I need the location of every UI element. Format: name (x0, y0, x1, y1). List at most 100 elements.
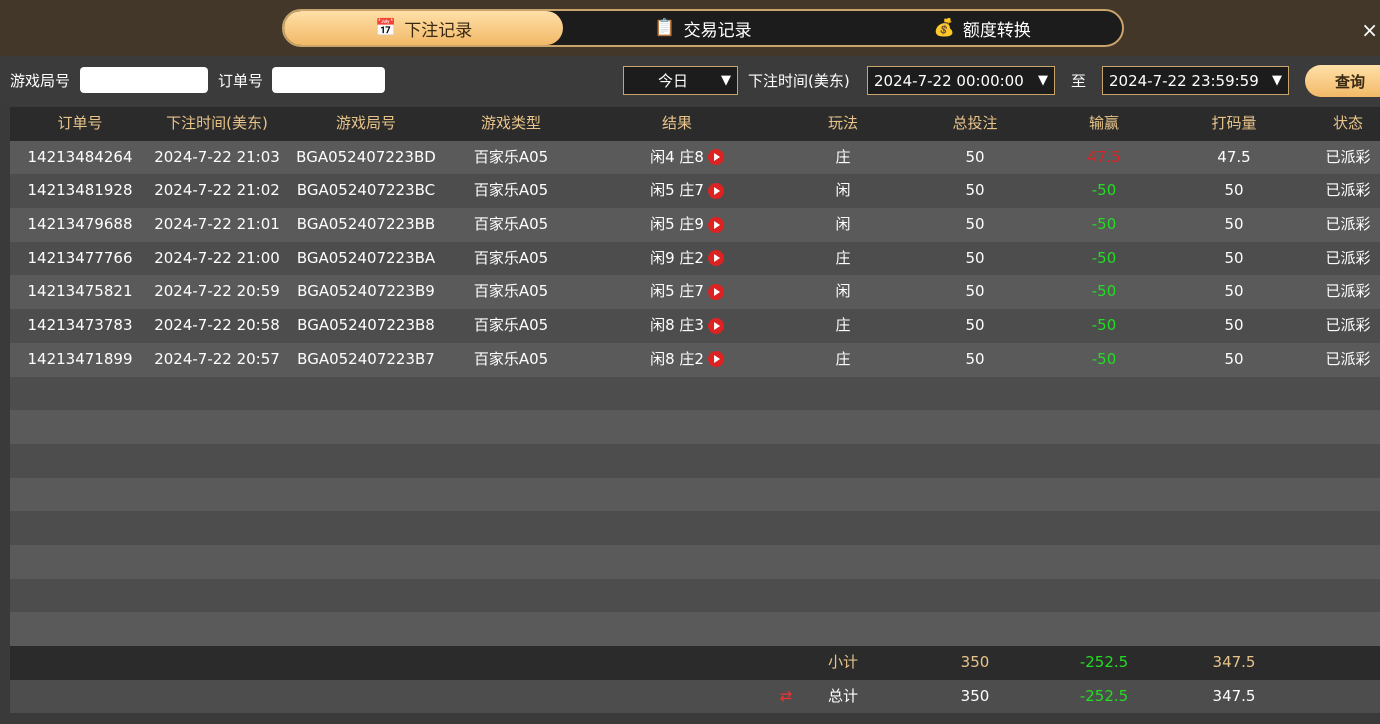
turnover-cell: 50 (1224, 215, 1244, 234)
game-no-input[interactable] (80, 67, 208, 93)
top-bar: 📅 下注记录 📋 交易记录 💰 额度转换 × (0, 0, 1380, 56)
table-header: 订单号 下注时间(美东) 游戏局号 游戏类型 结果 玩法 总投注 输赢 打码量 状态 (10, 107, 1380, 141)
table-row: 14213481928 2024-7-22 21:02 BGA052407223BC… (10, 174, 1380, 209)
play-replay-icon[interactable] (707, 182, 724, 199)
close-icon[interactable]: × (1361, 18, 1378, 42)
bet-time-cell: 2024-7-22 21:00 (154, 248, 280, 267)
table-row: 14213473783 2024-7-22 20:58 BGA052407223B8… (10, 309, 1380, 343)
bet-time-cell: 2024-7-22 20:59 (154, 282, 280, 301)
empty-row (10, 578, 1380, 613)
win-loss-cell: 输赢 (1088, 114, 1120, 132)
game-no-cell: BGA052407223B8 (297, 316, 435, 335)
play-replay-icon[interactable] (707, 250, 724, 267)
result-text: 闲8 庄3 (650, 316, 704, 335)
order-no-cell: 14213473783 (27, 316, 133, 335)
win-loss-cell: -50 (1091, 316, 1117, 335)
play-cell: 庄 (835, 316, 851, 335)
total-bet-cell: 50 (965, 215, 985, 234)
query-button[interactable]: 查询 (1305, 65, 1380, 97)
result-cell: 结果 (661, 114, 693, 132)
play-replay-icon[interactable] (707, 317, 724, 334)
win-loss-cell: -50 (1091, 215, 1117, 234)
play-cell: 闲 (835, 215, 851, 234)
game-type-cell: 百家乐A05 (473, 349, 549, 368)
result-text: 闲4 庄8 (650, 147, 704, 166)
turnover-cell: 47.5 (1217, 147, 1251, 166)
empty-row (10, 443, 1380, 478)
coins-icon: 💰 (933, 18, 955, 38)
play-replay-icon[interactable] (707, 351, 724, 368)
game-type-cell: 百家乐A05 (473, 215, 549, 234)
tab-transaction-records[interactable]: 📋 交易记录 (563, 11, 842, 45)
order-no-label: 订单号 (218, 72, 264, 90)
table-row: 14213477766 2024-7-22 21:00 BGA052407223BA… (10, 241, 1380, 276)
tab-label: 交易记录 (683, 20, 752, 41)
bet-time-cell: 2024-7-22 20:57 (154, 349, 280, 368)
game-no-label: 游戏局号 (10, 72, 71, 90)
game-no-cell: BGA052407223BC (296, 181, 436, 200)
tab-label: 额度转换 (962, 20, 1031, 41)
result-cell: 闲5 庄7 (650, 174, 724, 208)
empty-row (10, 477, 1380, 512)
play-cell: 闲 (835, 181, 851, 200)
game-no-cell: BGA052407223B7 (297, 349, 435, 368)
result-cell: 闲5 庄7 (650, 275, 724, 309)
play-cell: 闲 (835, 282, 851, 301)
game-type-cell: 百家乐A05 (473, 316, 549, 335)
end-time-select[interactable]: 2024-7-22 23:59:59 ▼ (1102, 66, 1289, 95)
table-row: 14213484264 2024-7-22 21:03 BGA052407223BD… (10, 140, 1380, 175)
tab-bet-records[interactable]: 📅 下注记录 (284, 11, 564, 45)
total-bet-cell: 350 (960, 686, 990, 705)
game-no-cell: BGA052407223BA (296, 248, 436, 267)
dropdown-arrow-icon: ▼ (1272, 73, 1282, 88)
bet-time-cell: 2024-7-22 21:03 (154, 147, 280, 166)
order-no-cell: 14213471899 (27, 349, 133, 368)
subtotal-row: 小计 350 -252.5 347.5 (10, 646, 1380, 680)
empty-row (10, 410, 1380, 444)
play-replay-icon[interactable] (707, 149, 724, 166)
total-bet-cell: 50 (965, 316, 985, 335)
order-no-input[interactable] (272, 67, 385, 93)
status-cell: 已派彩 (1325, 147, 1371, 166)
order-no-cell: 14213477766 (27, 248, 133, 267)
result-text: 闲8 庄2 (650, 349, 704, 368)
play-cell: 庄 (835, 147, 851, 166)
game-no-cell: 游戏局号 (335, 114, 397, 132)
game-no-cell: BGA052407223BB (296, 215, 436, 234)
table-row: 14213471899 2024-7-22 20:57 BGA052407223B7… (10, 342, 1380, 377)
game-type-cell: 百家乐A05 (473, 147, 549, 166)
play-replay-icon[interactable] (707, 283, 724, 300)
status-cell: 已派彩 (1325, 248, 1371, 267)
result-cell: 闲8 庄3 (650, 309, 724, 343)
empty-row (10, 511, 1380, 545)
empty-row (10, 544, 1380, 579)
game-type-cell: 百家乐A05 (473, 181, 549, 200)
dropdown-arrow-icon: ▼ (1038, 73, 1048, 88)
turnover-cell: 347.5 (1212, 686, 1256, 705)
result-text: 闲9 庄2 (650, 248, 704, 267)
to-label: 至 (1071, 72, 1087, 90)
total-bet-cell: 50 (965, 282, 985, 301)
win-loss-cell: -50 (1091, 181, 1117, 200)
win-loss-cell: -50 (1091, 248, 1117, 267)
order-no-cell: 14213484264 (27, 147, 133, 166)
period-select[interactable]: 今日 ▼ (623, 66, 738, 95)
status-cell: 状态 (1332, 114, 1364, 132)
status-cell: 已派彩 (1325, 181, 1371, 200)
end-time-value: 2024-7-22 23:59:59 (1109, 71, 1259, 90)
turnover-cell: 50 (1224, 248, 1244, 267)
play-replay-icon[interactable] (707, 216, 724, 233)
total-bet-cell: 50 (965, 349, 985, 368)
play-cell: 小计 (827, 653, 859, 671)
order-no-cell: 14213475821 (27, 282, 133, 301)
result-cell: 闲5 庄9 (650, 208, 724, 242)
tab-credit-transfer[interactable]: 💰 额度转换 (843, 11, 1122, 45)
game-type-cell: 游戏类型 (480, 114, 542, 132)
result-text: 闲5 庄7 (650, 282, 704, 301)
game-type-cell: 百家乐A05 (473, 282, 549, 301)
total-bet-cell: 总投注 (952, 114, 998, 132)
start-time-select[interactable]: 2024-7-22 00:00:00 ▼ (867, 66, 1055, 95)
turnover-cell: 50 (1224, 316, 1244, 335)
turnover-cell: 347.5 (1212, 653, 1256, 671)
play-cell: 总计 (827, 686, 859, 705)
